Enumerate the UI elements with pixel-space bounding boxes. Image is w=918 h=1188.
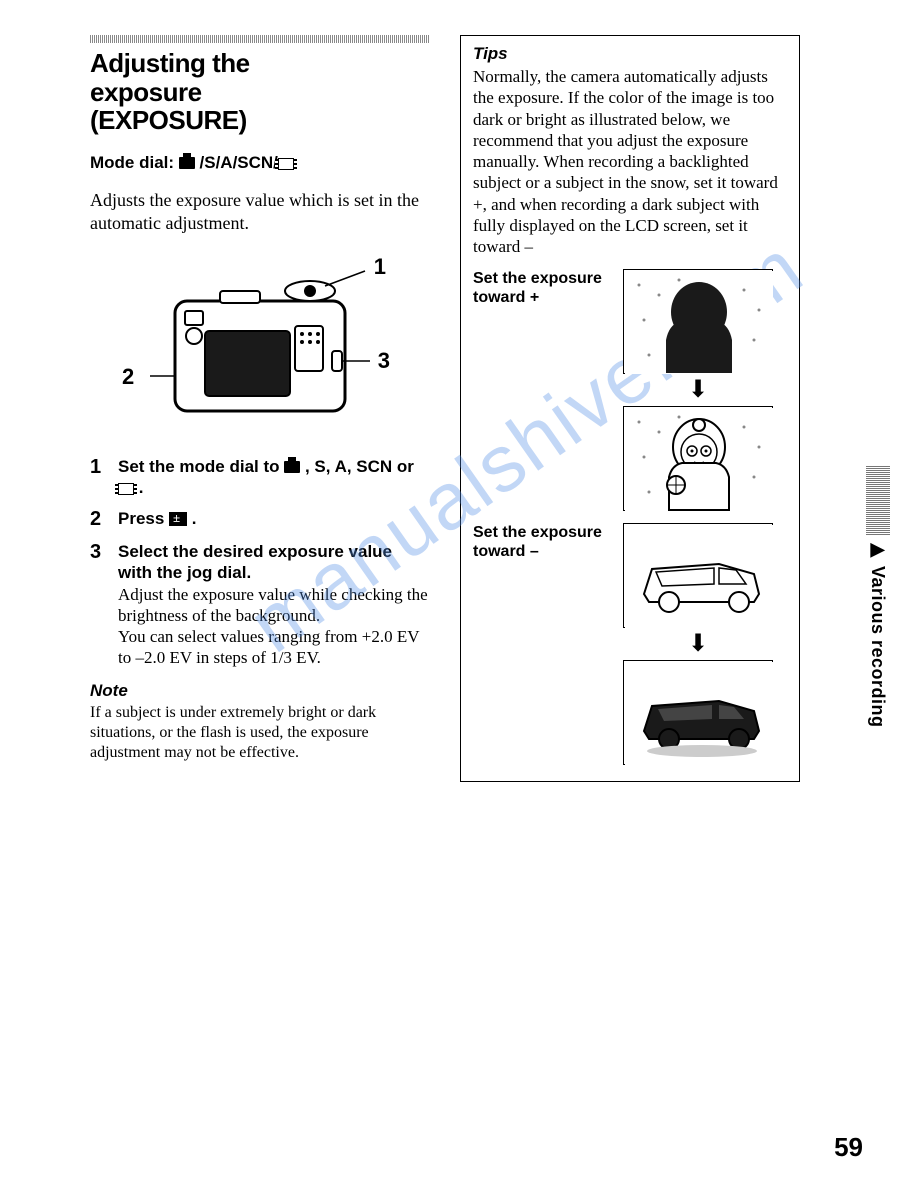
film-icon	[278, 158, 294, 170]
title-line-3: (EXPOSURE)	[90, 105, 247, 135]
illustration-light-car	[623, 523, 773, 628]
page-number: 59	[834, 1132, 863, 1163]
arrow-down-icon: ⬇	[688, 632, 708, 656]
step-1: 1 Set the mode dial to , S, A, SCN or .	[90, 456, 430, 499]
step-num: 1	[90, 456, 110, 499]
callout-1: 1	[374, 254, 386, 280]
illustration-light-person	[623, 406, 773, 511]
camera-svg	[130, 256, 390, 436]
camera-icon	[284, 461, 300, 473]
callout-3: 3	[378, 348, 390, 374]
step-num: 2	[90, 508, 110, 531]
step-num: 3	[90, 541, 110, 669]
illustration-dark-car	[623, 660, 773, 765]
step-body: Set the mode dial to , S, A, SCN or .	[118, 456, 430, 499]
title-divider	[90, 35, 430, 43]
exposure-minus-images: ⬇	[618, 523, 778, 765]
camera-illustration: 1 2 3	[130, 256, 390, 436]
step-body: Press .	[118, 508, 197, 531]
intro-text: Adjusts the exposure value which is set …	[90, 189, 430, 236]
mode-dial-line: Mode dial: /S/A/SCN/	[90, 153, 430, 173]
note-heading: Note	[90, 681, 430, 701]
arrow-down-icon: ⬇	[688, 378, 708, 402]
note-body: If a subject is under extremely bright o…	[90, 703, 430, 763]
side-tab: ▶ Various recording	[866, 465, 890, 728]
step-1-text-b: , S, A, SCN or	[300, 457, 414, 476]
illustration-dark-person	[623, 269, 773, 374]
left-column: Adjusting the exposure (EXPOSURE) Mode d…	[90, 35, 430, 782]
page-title: Adjusting the exposure (EXPOSURE)	[90, 49, 430, 135]
step-3-body1: Adjust the exposure value while checking…	[118, 584, 430, 627]
step-1-text-a: Set the mode dial to	[118, 457, 284, 476]
step-2-text-b: .	[187, 509, 196, 528]
title-line-1: Adjusting the	[90, 48, 250, 78]
step-3-body2: You can select values ranging from +2.0 …	[118, 626, 430, 669]
camera-icon	[179, 157, 195, 169]
tips-box: Tips Normally, the camera automatically …	[460, 35, 800, 782]
side-tab-text: ▶ Various recording	[867, 539, 889, 728]
steps-list: 1 Set the mode dial to , S, A, SCN or . …	[90, 456, 430, 669]
exposure-plus-images: ⬇	[618, 269, 778, 511]
exposure-plus-row: Set the exposure toward + ⬇	[473, 269, 787, 511]
tips-body: Normally, the camera automatically adjus…	[473, 66, 787, 257]
step-body: Select the desired exposure value with t…	[118, 541, 430, 669]
exposure-icon	[169, 512, 187, 526]
step-3: 3 Select the desired exposure value with…	[90, 541, 430, 669]
callout-2: 2	[122, 364, 134, 390]
page-content: Adjusting the exposure (EXPOSURE) Mode d…	[90, 35, 868, 782]
tips-heading: Tips	[473, 44, 787, 64]
exposure-minus-label: Set the exposure toward –	[473, 523, 608, 765]
exposure-minus-row: Set the exposure toward – ⬇	[473, 523, 787, 765]
step-2-text-a: Press	[118, 509, 169, 528]
side-tab-bar	[866, 465, 890, 535]
title-line-2: exposure	[90, 77, 202, 107]
step-3-bold: Select the desired exposure value with t…	[118, 541, 430, 584]
film-icon	[118, 483, 134, 495]
right-column: Tips Normally, the camera automatically …	[460, 35, 800, 782]
mode-dial-prefix: Mode dial:	[90, 153, 179, 172]
mode-dial-suffix: /S/A/SCN/	[195, 153, 278, 172]
exposure-plus-label: Set the exposure toward +	[473, 269, 608, 511]
step-2: 2 Press .	[90, 508, 430, 531]
